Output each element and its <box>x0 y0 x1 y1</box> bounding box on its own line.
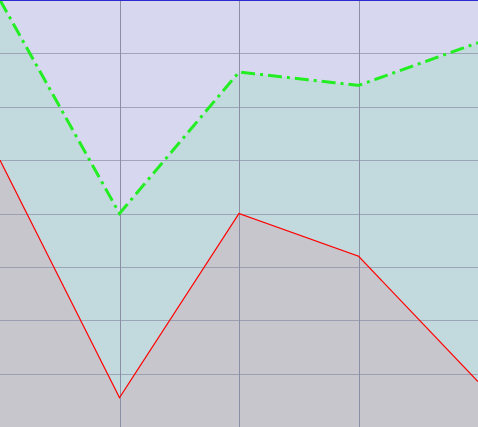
series-2-line <box>0 0 478 217</box>
series-lines <box>0 0 478 399</box>
series-1-line <box>0 159 478 399</box>
